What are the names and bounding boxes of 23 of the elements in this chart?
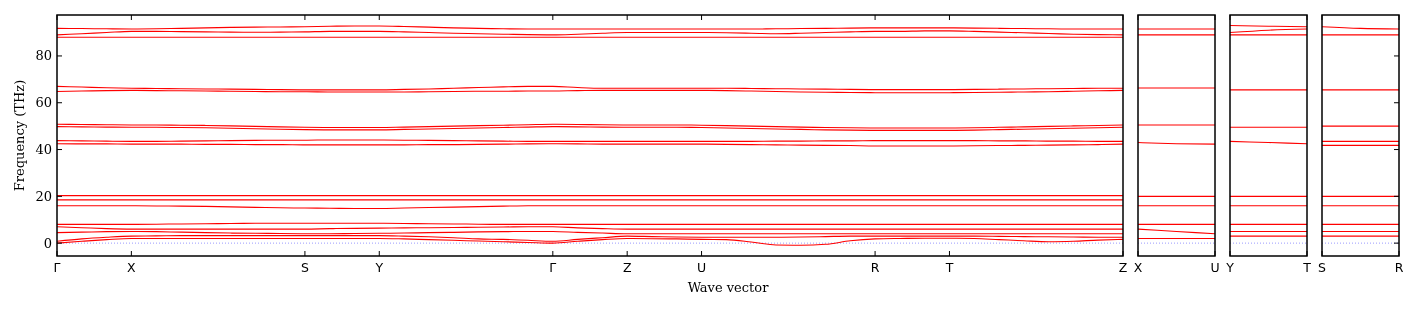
x-tick-label: X: [1133, 260, 1143, 275]
x-tick-label: S: [1318, 260, 1327, 275]
y-tick-label: 60: [35, 95, 52, 111]
x-tick-label: Γ: [53, 260, 61, 275]
x-tick-label: T: [944, 260, 954, 275]
x-tick-label: Γ: [549, 260, 557, 275]
x-tick-label: R: [870, 260, 880, 275]
y-tick-label: 80: [35, 48, 52, 64]
x-tick-label: X: [127, 260, 137, 275]
x-tick-label: R: [1394, 260, 1404, 275]
x-axis-title: Wave vector: [687, 280, 770, 295]
x-tick-label: Z: [1118, 260, 1128, 275]
y-axis-title: Frequency (THz): [12, 79, 27, 192]
x-tick-label: Y: [374, 260, 384, 275]
y-tick-label: 20: [35, 188, 52, 204]
x-tick-label: S: [300, 260, 309, 275]
x-tick-label: Z: [622, 260, 632, 275]
x-tick-label: Y: [1225, 260, 1235, 275]
y-tick-label: 40: [35, 142, 52, 158]
x-tick-label: U: [1210, 260, 1220, 275]
x-tick-label: U: [696, 260, 707, 275]
x-tick-label: T: [1302, 260, 1312, 275]
y-tick-label: 0: [43, 235, 52, 251]
